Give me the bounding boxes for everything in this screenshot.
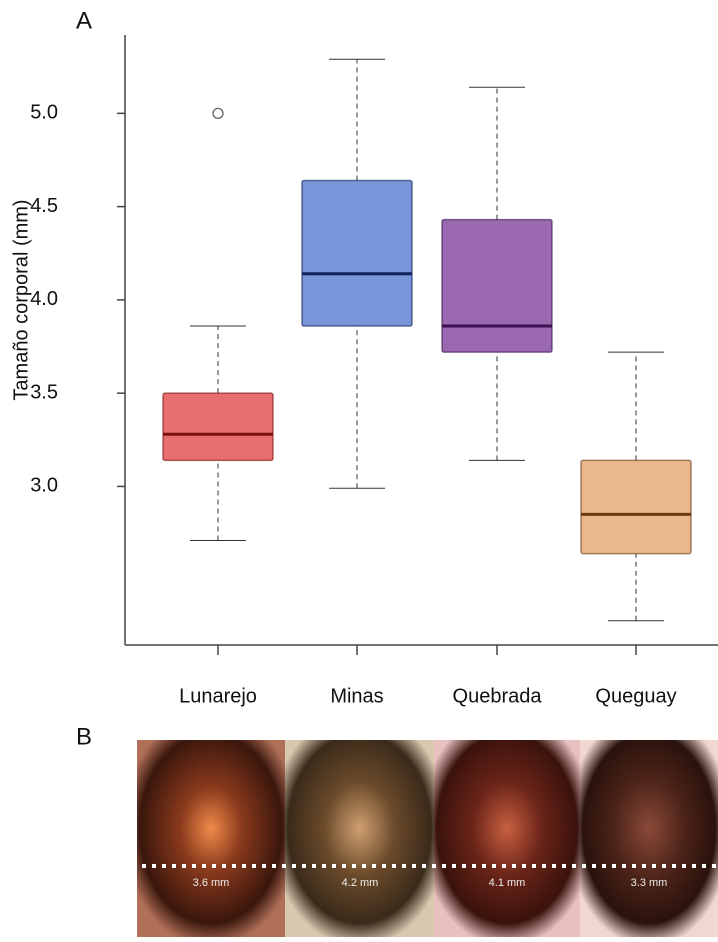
y-tick-label: 3.5 xyxy=(30,381,58,403)
x-tick-label: Queguay xyxy=(595,685,676,707)
photo-label: 3.3 mm xyxy=(631,877,668,889)
x-tick-label: Minas xyxy=(330,685,383,707)
y-tick-label: 4.0 xyxy=(30,288,58,310)
photo xyxy=(285,740,434,937)
figure: A B Tamaño corporal (mm) 3.0 3.5 4.0 4.5 5.0… xyxy=(0,0,718,937)
y-tick-label: 5.0 xyxy=(30,102,58,124)
photo xyxy=(137,740,285,937)
box xyxy=(442,220,552,352)
photo-label: 4.1 mm xyxy=(489,877,526,889)
photo xyxy=(580,740,718,937)
outlier xyxy=(213,108,223,118)
box xyxy=(302,181,412,327)
y-axis-label: Tamaño corporal (mm) xyxy=(10,199,32,400)
y-tick-label: 3.0 xyxy=(30,475,58,497)
panel-label: A xyxy=(76,7,92,34)
x-tick-label: Lunarejo xyxy=(179,685,257,707)
photo xyxy=(434,740,580,937)
photo-label: 3.6 mm xyxy=(193,877,230,889)
box xyxy=(163,393,273,460)
x-tick-label: Quebrada xyxy=(453,685,543,707)
photo-label: 4.2 mm xyxy=(342,877,379,889)
box xyxy=(581,460,691,553)
panel-label: B xyxy=(76,723,92,750)
y-tick-label: 4.5 xyxy=(30,195,58,217)
photos xyxy=(137,740,718,937)
